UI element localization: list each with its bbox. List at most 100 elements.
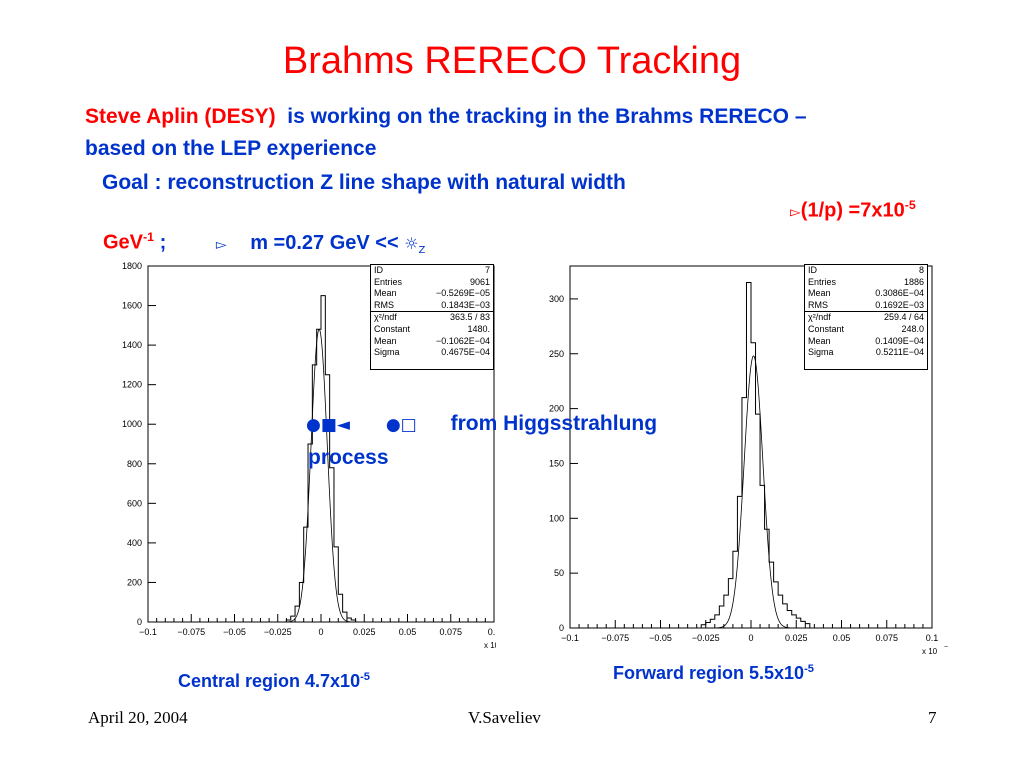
central-stats-value: 1480. <box>467 323 490 334</box>
intro-text-1: is working on the tracking in the Brahms… <box>287 105 807 128</box>
forward-x-tick-label: 0.05 <box>833 633 851 643</box>
semicolon: ; <box>159 231 167 254</box>
delta-eq: (1/p) =7x10 <box>800 199 905 222</box>
mass-text: m =0.27 GeV << <box>250 231 399 254</box>
forward-y-tick-label: 250 <box>549 349 564 359</box>
forward-stats-value: 0.1409E−04 <box>875 335 924 346</box>
central-x-scale-label: x 10 <box>484 641 496 650</box>
central-stats-label: Entries <box>374 276 403 287</box>
forward-y-tick-label: 100 <box>549 513 564 523</box>
forward-x-tick-label: 0.075 <box>875 633 898 643</box>
intro-name: Steve Aplin (DESY) <box>85 105 276 128</box>
forward-x-tick-label: −0.1 <box>561 633 579 643</box>
forward-stats-label: Sigma <box>808 347 834 358</box>
forward-histogram-svg: −0.1 −0.075 −0.05 −0.025 0 0.025 0.05 0.075 0.1 0… <box>549 265 952 656</box>
forward-stats-label: Mean <box>808 335 831 346</box>
central-histogram-svg: −0.1 −0.075 −0.05 −0.025 0 0.025 0.05 0.075 0.1 0… <box>122 261 514 650</box>
forward-x-tick-label: 0.025 <box>785 633 808 643</box>
forward-stats-row: ID 8 <box>805 265 927 277</box>
mu-plus-symbol-icon: ●■◄ <box>306 415 350 435</box>
forward-stats-label: RMS <box>808 299 828 310</box>
forward-stats-box: ID 8 Entries 1886 Mean 0.3086E−04 RMS 0.1692E−0… <box>804 264 928 370</box>
central-stats-row: RMS 0.1843E−03 <box>371 300 493 312</box>
forward-x-tick-label: −0.025 <box>692 633 720 643</box>
mu-minus-symbol-icon: ●□ <box>385 415 417 435</box>
gev-exp: -1 <box>143 230 155 244</box>
intro-line-1: Steve Aplin (DESY) is working on the tra… <box>85 105 807 129</box>
forward-histogram: −0.1 −0.075 −0.05 −0.025 0 0.025 0.05 0.075 0.1 0… <box>538 262 952 658</box>
forward-stats-value: 248.0 <box>901 323 924 334</box>
central-stats-value: −0.1062E−04 <box>435 335 490 346</box>
central-x-tick-label: 0.1 <box>488 627 496 637</box>
delta-symbol-icon: ▻ <box>790 204 801 221</box>
forward-x-scale-label: x 10 <box>922 647 938 656</box>
central-y-tick-label: 1800 <box>122 261 142 271</box>
central-stats-row: Entries 9061 <box>371 277 493 289</box>
central-x-tick-label: 0.05 <box>399 627 417 637</box>
forward-caption-text: Forward region 5.5x10 <box>613 663 805 683</box>
central-y-tick-label: 1000 <box>122 419 142 429</box>
central-caption: Central region 4.7x10-5 <box>178 671 370 692</box>
overlay-process: process <box>308 446 389 469</box>
forward-stats-row: RMS 0.1692E−03 <box>805 300 927 312</box>
central-y-tick-label: 1600 <box>122 301 142 311</box>
central-stats-row: Constant 1480. <box>371 324 493 336</box>
central-stats-label: Constant <box>374 323 411 334</box>
central-stats-value: 7 <box>484 265 490 275</box>
central-stats-value: 9061 <box>469 276 490 287</box>
forward-stats-row: χ²/ndf 259.4 / 64 <box>805 311 927 324</box>
forward-y-tick-label: 50 <box>554 568 564 578</box>
central-x-tick-label: 0 <box>318 627 323 637</box>
central-y-tick-label: 1200 <box>122 380 142 390</box>
delta-symbol-icon-2: ▻ <box>215 236 227 253</box>
forward-x-tick-label: 0.1 <box>926 633 939 643</box>
central-y-tick-label: 200 <box>127 577 142 587</box>
forward-stats-value: 8 <box>918 265 924 275</box>
forward-stats-value: 0.5211E−04 <box>875 347 924 358</box>
central-x-tick-label: −0.05 <box>223 627 246 637</box>
central-caption-exp: -5 <box>360 671 370 683</box>
intro-line-2: based on the LEP experience <box>85 137 377 160</box>
delta-formula: ▻(1/p) =7x10-5 <box>790 198 916 223</box>
forward-y-tick-label: 0 <box>559 623 564 633</box>
central-stats-row: ID 7 <box>371 265 493 277</box>
central-x-tick-label: −0.075 <box>177 627 205 637</box>
central-x-tick-label: 0.025 <box>353 627 376 637</box>
slide-title: Brahms RERECO Tracking <box>282 40 742 82</box>
forward-stats-row: Mean 0.1409E−04 <box>805 336 927 348</box>
forward-stats-label: Mean <box>808 288 831 299</box>
forward-stats-row: Mean 0.3086E−04 <box>805 288 927 300</box>
forward-stats-value: 0.1692E−03 <box>875 299 924 310</box>
central-stats-box: ID 7 Entries 9061 Mean −0.5269E−05 RMS 0.1843E−… <box>370 264 494 370</box>
central-stats-label: Mean <box>374 288 397 299</box>
central-stats-value: 0.4675E−04 <box>441 347 490 358</box>
forward-x-scale-exp: −2 <box>944 644 948 651</box>
forward-x-tick-label: −0.05 <box>649 633 672 643</box>
delta-exp: -5 <box>904 198 916 212</box>
forward-histogram-bars <box>570 281 932 629</box>
central-stats-row: Mean −0.1062E−04 <box>371 336 493 348</box>
central-y-tick-label: 400 <box>127 538 142 548</box>
forward-stats-row: Entries 1886 <box>805 277 927 289</box>
forward-stats-value: 1886 <box>903 276 924 287</box>
central-stats-value: −0.5269E−05 <box>435 288 490 299</box>
forward-y-tick-label: 150 <box>549 458 564 468</box>
forward-stats-label: Entries <box>808 276 837 287</box>
central-y-tick-label: 1400 <box>122 340 142 350</box>
overlay-from: from Higgsstrahlung <box>450 412 658 435</box>
central-x-tick-label: 0.075 <box>439 627 462 637</box>
central-stats-value: 363.5 / 83 <box>449 312 490 323</box>
overlay-line-1: ●■◄ ●□ from Higgsstrahlung <box>306 412 657 436</box>
central-stats-label: χ²/ndf <box>374 312 397 323</box>
gev-unit: GeV <box>103 231 144 254</box>
goal-line: Goal : reconstruction Z line shape with … <box>102 171 626 194</box>
gamma-z-symbol-icon: ☼Z <box>404 233 426 256</box>
central-stats-row: Mean −0.5269E−05 <box>371 288 493 300</box>
central-histogram: −0.1 −0.075 −0.05 −0.025 0 0.025 0.05 0.075 0.1 0… <box>104 260 514 652</box>
central-caption-text: Central region 4.7x10 <box>178 671 361 691</box>
footer-author: V.Saveliev <box>468 708 541 727</box>
gev-line: GeV-1 ; ▻ m =0.27 GeV << ☼Z <box>103 230 425 256</box>
central-stats-label: ID <box>374 265 383 275</box>
forward-stats-row: Constant 248.0 <box>805 324 927 336</box>
central-stats-value: 0.1843E−03 <box>441 299 490 310</box>
